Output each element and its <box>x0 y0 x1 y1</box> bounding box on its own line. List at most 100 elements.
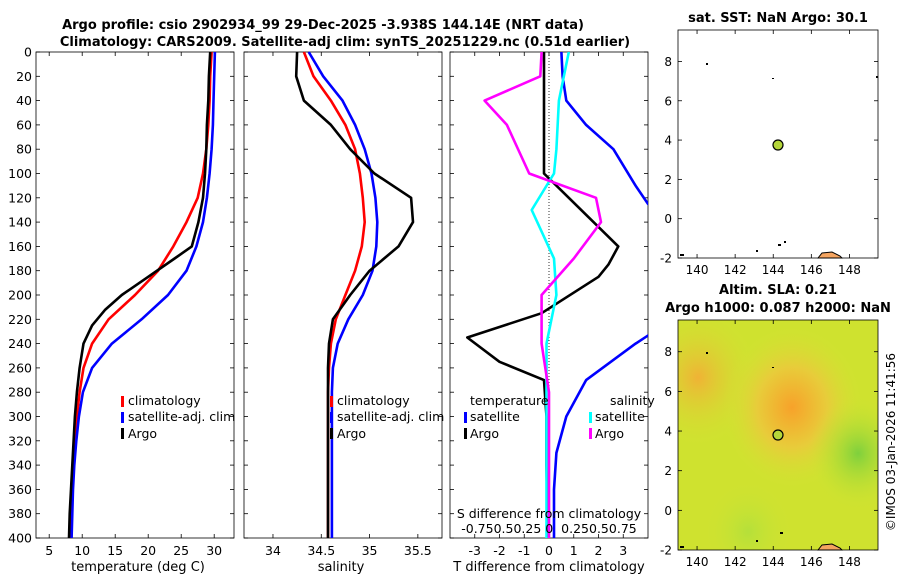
legend-salinity-title: salinity <box>610 393 655 408</box>
x-tick-label: 2 <box>595 543 603 558</box>
depth-tick-label: 280 <box>8 385 32 400</box>
lon-tick-label: 148 <box>838 555 861 569</box>
difference-x-axis: -3 -2 -1 0 1 2 3 <box>469 52 627 558</box>
legend-climatology-label: climatology <box>337 393 410 408</box>
depth-tick-label: 180 <box>8 263 32 278</box>
legend-argo-marker <box>121 428 124 439</box>
legend-t-satellite-label: satellite <box>470 409 520 424</box>
x-tick-label: 25 <box>173 543 189 558</box>
sst-coast-patch <box>816 251 844 259</box>
figure-title-line2: Climatology: CARS2009. Satellite-adj cli… <box>60 35 630 50</box>
legend-argo-label: Argo <box>337 426 366 441</box>
sla-coast-patch <box>816 543 844 551</box>
s-difference-ticks: -0.750.50.25 0 0.250.50.75 <box>461 521 636 536</box>
temperature-depth-axis: 0 20 40 60 80 100 120 140 160 180 200 220 240 260 280 3… <box>8 45 234 546</box>
difference-xlabel: T difference from climatology <box>452 560 645 575</box>
depth-tick-label: 200 <box>8 288 32 303</box>
x-tick-label: 34 <box>265 543 281 558</box>
lat-tick-label: 4 <box>664 134 672 148</box>
lat-tick-label: -2 <box>660 252 672 266</box>
sst-y-axis: -2 0 2 4 6 8 <box>660 55 878 266</box>
temperature-xlabel: temperature (deg C) <box>71 560 205 575</box>
legend-satellite-marker <box>121 412 124 423</box>
legend-t-satellite-marker <box>464 412 467 423</box>
series-line-salinity-satellite <box>530 52 571 538</box>
depth-tick-label: 300 <box>8 409 32 424</box>
difference-lines <box>465 52 648 538</box>
salinity-panel: 34 34.5 35 35.5 salinity climatology satell… <box>243 51 444 575</box>
sla-coastline-specks <box>680 352 783 548</box>
legend-s-argo-label: Argo <box>595 426 624 441</box>
legend-climatology-marker <box>121 396 124 407</box>
difference-depth-ticks <box>450 51 648 539</box>
depth-tick-label: 40 <box>16 93 32 108</box>
depth-tick-label: 120 <box>8 190 32 205</box>
legend-temperature-title: temperature <box>470 393 549 408</box>
x-tick-label: -2 <box>493 543 505 558</box>
series-line-satellite-adj-clim <box>307 51 379 538</box>
salinity-xlabel: salinity <box>318 560 365 575</box>
depth-tick-label: 260 <box>8 360 32 375</box>
sst-argo-marker <box>772 139 784 151</box>
series-line-temperature-satellite <box>552 52 648 538</box>
lon-tick-label: 148 <box>838 263 861 277</box>
legend-climatology-label: climatology <box>128 393 201 408</box>
x-tick-label: 34.5 <box>307 543 335 558</box>
depth-tick-label: 140 <box>8 215 32 230</box>
lat-tick-label: 4 <box>664 425 672 439</box>
series-line-climatology <box>69 51 213 539</box>
depth-tick-label: 320 <box>8 433 32 448</box>
depth-tick-label: 80 <box>16 142 32 157</box>
sst-map-title: sat. SST: NaN Argo: 30.1 <box>688 11 868 26</box>
series-line-argo <box>294 51 415 538</box>
lon-tick-label: 146 <box>800 555 823 569</box>
depth-tick-label: 60 <box>16 117 32 132</box>
series-line-temperature-argo <box>465 52 620 538</box>
depth-tick-label: 160 <box>8 239 32 254</box>
x-tick-label: 1 <box>570 543 578 558</box>
lat-tick-label: 0 <box>664 212 672 226</box>
lon-tick-label: 146 <box>800 263 823 277</box>
sla-map-title2: Argo h1000: 0.087 h2000: NaN <box>665 301 891 316</box>
depth-tick-label: 400 <box>8 531 32 546</box>
legend-t-argo-label: Argo <box>470 426 499 441</box>
lat-tick-label: -2 <box>660 544 672 558</box>
legend-climatology-marker <box>330 396 333 407</box>
depth-tick-label: 240 <box>8 336 32 351</box>
legend-argo-marker <box>330 428 333 439</box>
x-tick-label: 10 <box>74 543 90 558</box>
difference-legend: temperature salinity satellite Argo sate… <box>464 393 655 441</box>
lat-tick-label: 2 <box>664 173 672 187</box>
figure-title-line1: Argo profile: csio 2902934_99 29-Dec-202… <box>62 18 584 33</box>
sla-y-axis: -2 0 2 4 6 8 <box>660 345 878 558</box>
depth-tick-label: 100 <box>8 166 32 181</box>
x-tick-label: -1 <box>518 543 530 558</box>
legend-argo-label: Argo <box>128 426 157 441</box>
legend-satellite-label: satellite-adj. clim <box>337 409 444 424</box>
salinity-depth-ticks <box>244 51 442 539</box>
lon-tick-label: 142 <box>724 263 747 277</box>
x-tick-label: 15 <box>107 543 123 558</box>
legend-s-argo-marker <box>589 428 592 439</box>
legend-s-satellite-label: satellite <box>595 409 645 424</box>
salinity-legend: climatology satellite-adj. clim Argo <box>330 393 444 441</box>
lon-tick-label: 144 <box>762 555 785 569</box>
legend-t-argo-marker <box>464 428 467 439</box>
depth-tick-label: 220 <box>8 312 32 327</box>
legend-s-satellite-marker <box>589 412 592 423</box>
series-line-argo <box>67 51 212 539</box>
series-line-salinity-argo <box>483 52 603 538</box>
legend-satellite-label: satellite-adj. clim <box>128 409 235 424</box>
x-tick-label: 30 <box>206 543 222 558</box>
salinity-x-axis: 34 34.5 35 35.5 <box>265 52 432 558</box>
temperature-legend: climatology satellite-adj. clim Argo <box>121 393 235 441</box>
sst-coastline-specks <box>680 63 878 256</box>
lon-tick-label: 140 <box>686 263 709 277</box>
legend-satellite-marker <box>330 412 333 423</box>
x-tick-label: -3 <box>469 543 481 558</box>
lon-tick-label: 144 <box>762 263 785 277</box>
lat-tick-label: 8 <box>664 55 672 69</box>
x-tick-label: 20 <box>140 543 156 558</box>
x-tick-label: 0 <box>545 543 553 558</box>
sla-map: Altim. SLA: 0.21 Argo h1000: 0.087 h2000… <box>660 283 891 569</box>
